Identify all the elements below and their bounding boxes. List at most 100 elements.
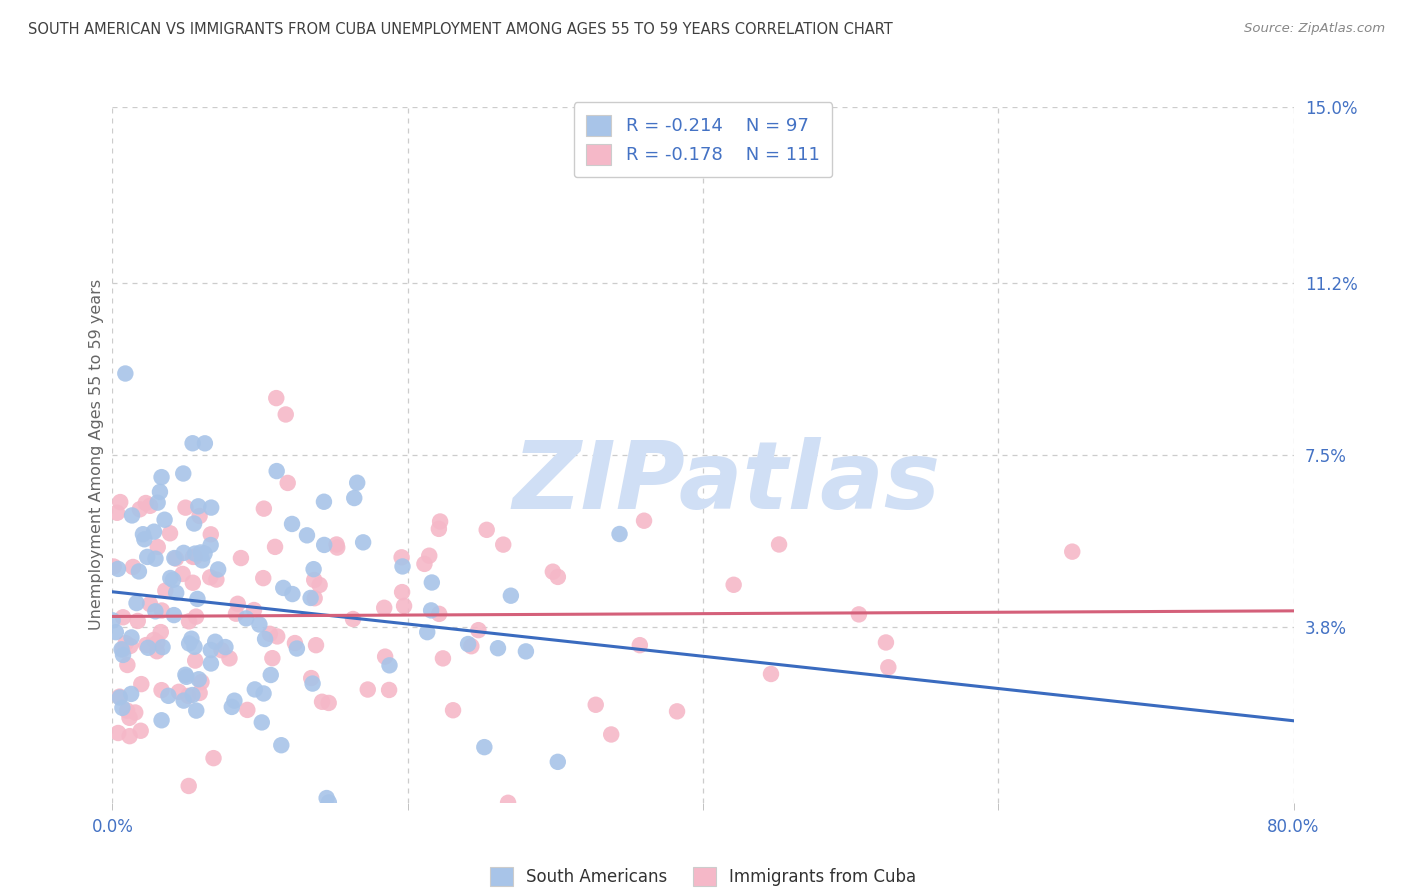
Point	[299, 591, 322, 605]
Point	[108, 690, 131, 705]
Point	[139, 499, 162, 513]
Point	[111, 701, 134, 715]
Point	[457, 637, 479, 651]
Point	[848, 607, 870, 622]
Point	[628, 638, 651, 652]
Point	[159, 571, 181, 585]
Point	[285, 641, 308, 656]
Point	[325, 537, 347, 551]
Point	[129, 677, 152, 691]
Point	[218, 651, 240, 665]
Point	[181, 575, 204, 590]
Point	[723, 578, 745, 592]
Point	[311, 695, 333, 709]
Point	[318, 696, 340, 710]
Point	[214, 640, 236, 654]
Point	[499, 589, 522, 603]
Point	[146, 644, 169, 658]
Point	[475, 523, 498, 537]
Point	[194, 436, 217, 450]
Point	[207, 562, 229, 576]
Point	[346, 475, 368, 490]
Point	[236, 703, 259, 717]
Y-axis label: Unemployment Among Ages 55 to 59 years: Unemployment Among Ages 55 to 59 years	[89, 279, 104, 631]
Point	[312, 494, 335, 508]
Point	[114, 367, 136, 381]
Point	[666, 704, 689, 718]
Point	[253, 501, 276, 516]
Point	[186, 591, 208, 606]
Point	[247, 617, 270, 632]
Point	[107, 562, 129, 576]
Point	[186, 704, 208, 718]
Point	[467, 623, 489, 637]
Point	[121, 508, 143, 523]
Point	[515, 644, 537, 658]
Point	[149, 484, 172, 499]
Point	[226, 597, 249, 611]
Point	[315, 791, 337, 805]
Point	[305, 638, 328, 652]
Point	[120, 687, 142, 701]
Point	[163, 608, 186, 623]
Point	[174, 500, 197, 515]
Point	[301, 676, 323, 690]
Point	[318, 796, 340, 810]
Point	[416, 625, 439, 640]
Point	[284, 636, 307, 650]
Point	[357, 682, 380, 697]
Point	[496, 796, 519, 810]
Point	[150, 603, 173, 617]
Point	[142, 632, 165, 647]
Point	[135, 496, 157, 510]
Legend: South Americans, Immigrants from Cuba: South Americans, Immigrants from Cuba	[484, 860, 922, 892]
Point	[264, 540, 287, 554]
Point	[165, 586, 187, 600]
Point	[177, 689, 200, 703]
Point	[277, 475, 299, 490]
Point	[374, 649, 396, 664]
Point	[173, 693, 195, 707]
Point	[609, 527, 631, 541]
Point	[547, 755, 569, 769]
Point	[274, 408, 297, 422]
Point	[266, 629, 288, 643]
Point	[114, 636, 136, 650]
Point	[159, 526, 181, 541]
Point	[190, 675, 212, 690]
Point	[157, 689, 180, 703]
Point	[162, 573, 184, 587]
Point	[472, 740, 495, 755]
Point	[190, 545, 212, 559]
Point	[492, 538, 515, 552]
Point	[146, 496, 169, 510]
Point	[429, 515, 451, 529]
Point	[188, 508, 211, 523]
Point	[200, 500, 222, 515]
Point	[187, 500, 209, 514]
Point	[111, 642, 134, 657]
Point	[104, 625, 127, 640]
Point	[314, 538, 336, 552]
Point	[115, 704, 138, 718]
Point	[191, 553, 214, 567]
Point	[150, 470, 173, 484]
Point	[262, 651, 284, 665]
Point	[108, 690, 131, 704]
Point	[342, 612, 364, 626]
Point	[541, 565, 564, 579]
Point	[205, 573, 228, 587]
Point	[271, 581, 294, 595]
Point	[103, 559, 125, 574]
Text: Source: ZipAtlas.com: Source: ZipAtlas.com	[1244, 22, 1385, 36]
Point	[167, 685, 190, 699]
Point	[118, 729, 141, 743]
Point	[136, 640, 159, 655]
Point	[193, 547, 215, 561]
Point	[145, 604, 167, 618]
Point	[391, 550, 413, 565]
Point	[221, 700, 243, 714]
Point	[135, 638, 157, 652]
Point	[118, 711, 141, 725]
Point	[202, 751, 225, 765]
